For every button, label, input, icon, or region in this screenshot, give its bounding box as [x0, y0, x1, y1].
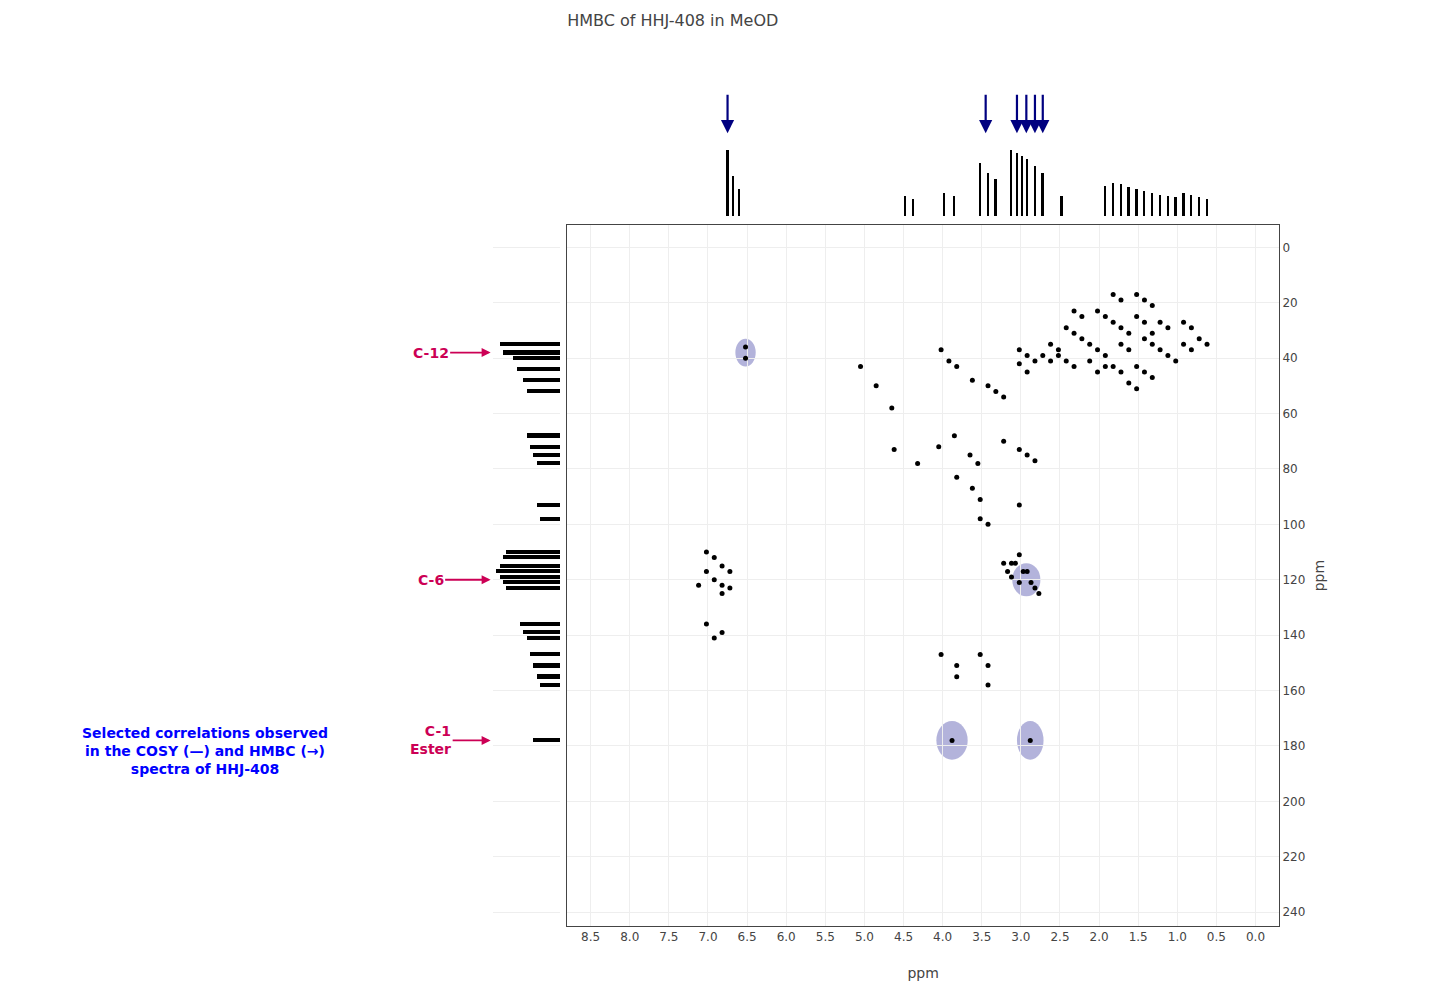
svg-text:180: 180	[1282, 739, 1305, 753]
svg-text:5.5: 5.5	[816, 930, 835, 944]
svg-text:0.5: 0.5	[1207, 930, 1226, 944]
svg-text:6.0: 6.0	[777, 930, 796, 944]
svg-text:ppm: ppm	[907, 965, 938, 981]
svg-text:3.5: 3.5	[972, 930, 991, 944]
svg-text:4.0: 4.0	[933, 930, 952, 944]
svg-text:C-1Ester: C-1Ester	[410, 723, 451, 757]
svg-text:0.0: 0.0	[1246, 930, 1265, 944]
svg-text:Selected correlations observed: Selected correlations observedin the COS…	[82, 725, 328, 777]
svg-text:0: 0	[1282, 241, 1290, 255]
svg-text:140: 140	[1282, 628, 1305, 642]
svg-text:6.5: 6.5	[738, 930, 757, 944]
svg-text:60: 60	[1282, 407, 1297, 421]
svg-text:120: 120	[1282, 573, 1305, 587]
svg-text:7.0: 7.0	[698, 930, 717, 944]
svg-text:2.0: 2.0	[1090, 930, 1109, 944]
svg-text:7.5: 7.5	[659, 930, 678, 944]
svg-text:40: 40	[1282, 351, 1297, 365]
svg-text:8.5: 8.5	[581, 930, 600, 944]
svg-text:240: 240	[1282, 905, 1305, 919]
svg-text:4.5: 4.5	[894, 930, 913, 944]
svg-text:80: 80	[1282, 462, 1297, 476]
svg-text:2.5: 2.5	[1050, 930, 1069, 944]
svg-text:1.0: 1.0	[1168, 930, 1187, 944]
svg-text:160: 160	[1282, 684, 1305, 698]
svg-text:3.0: 3.0	[1011, 930, 1030, 944]
svg-text:220: 220	[1282, 850, 1305, 864]
svg-text:ppm: ppm	[1311, 560, 1327, 591]
svg-text:C-12: C-12	[413, 345, 449, 361]
svg-text:8.0: 8.0	[620, 930, 639, 944]
svg-text:5.0: 5.0	[855, 930, 874, 944]
svg-text:1.5: 1.5	[1129, 930, 1148, 944]
svg-text:100: 100	[1282, 518, 1305, 532]
svg-text:200: 200	[1282, 795, 1305, 809]
svg-text:20: 20	[1282, 296, 1297, 310]
svg-text:C-6: C-6	[418, 572, 444, 588]
svg-text:HMBC of HHJ-408 in MeOD: HMBC of HHJ-408 in MeOD	[567, 11, 778, 30]
